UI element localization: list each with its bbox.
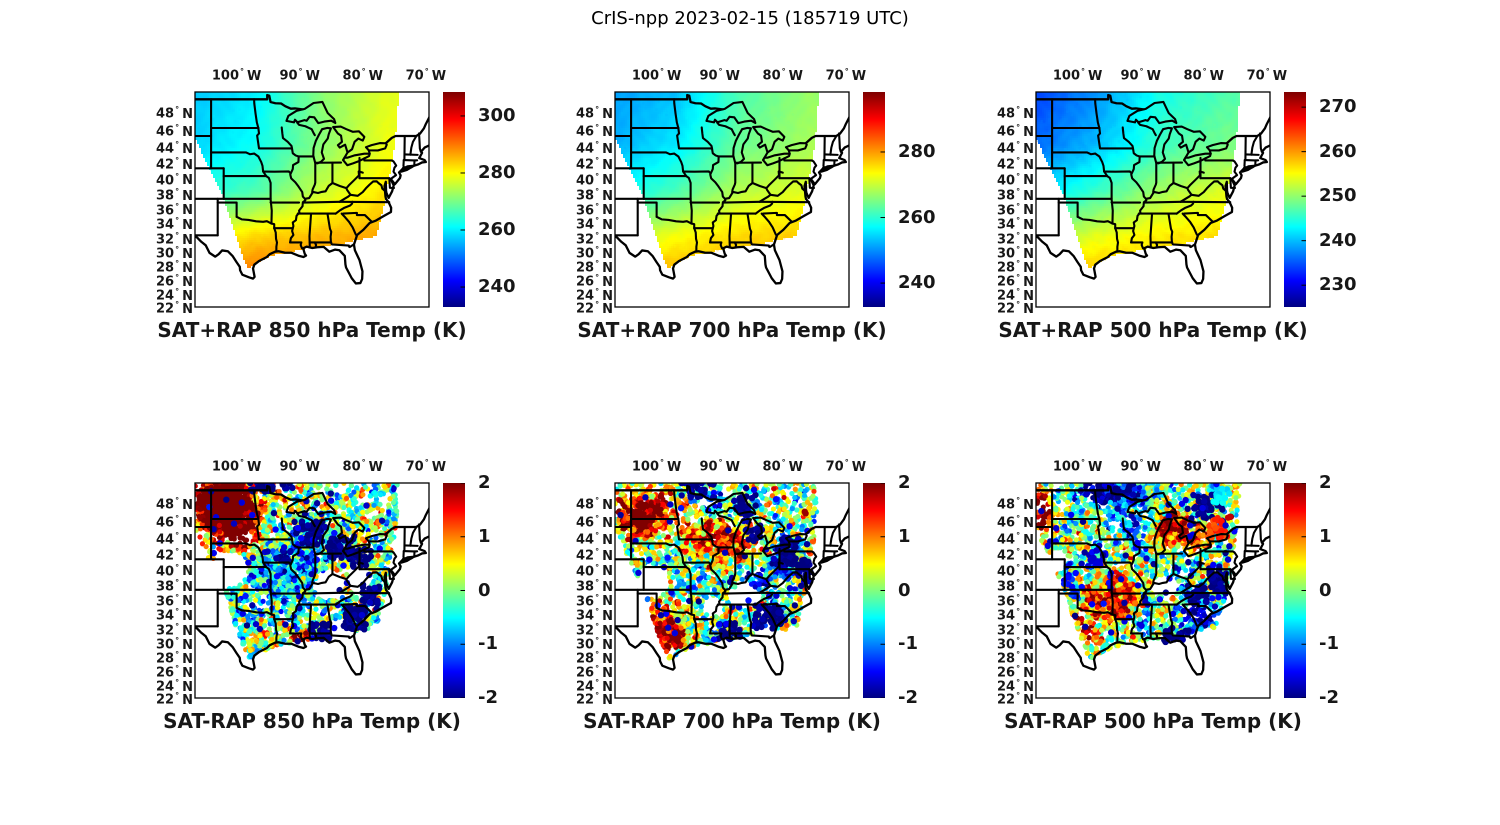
panel-sat-plus-rap-500: 48° N 46° N 44° N 42° N 40° N 38° N 36° N 34° N 32° N 30° N…	[976, 52, 1436, 352]
map-canvas-sat-minus-rap-700	[605, 473, 859, 708]
colorbar-tick-label: 240	[478, 276, 516, 298]
panel-sat-plus-rap-850: 48° N 46° N 44° N 42° N 40° N 38° N 36° N 34° N 32° N 30° N…	[135, 52, 595, 352]
colorbar-tick-label: 2	[898, 472, 911, 493]
colorbar-sat-minus-rap-500	[1284, 483, 1306, 698]
figure-title: CrIS-npp 2023-02-15 (185719 UTC)	[591, 8, 909, 29]
colorbar-tick-label: -1	[478, 633, 498, 655]
colorbar-tick-label: -2	[478, 687, 498, 708]
lon-tick-label: 70° W	[825, 67, 867, 84]
colorbar-tick-label: 240	[1319, 229, 1357, 251]
map-canvas-sat-plus-rap-700	[605, 82, 859, 317]
panel-title: SAT-RAP 500 hPa Temp (K)	[1004, 709, 1302, 733]
colorbar-sat-plus-rap-500	[1284, 92, 1306, 307]
lon-tick-label: 90° W	[1120, 458, 1161, 475]
map-canvas-sat-plus-rap-850	[185, 82, 439, 317]
colorbar-tick-label: -2	[1319, 687, 1339, 708]
colorbar-sat-minus-rap-850	[443, 483, 465, 698]
panel-sat-minus-rap-500: 48° N 46° N 44° N 42° N 40° N 38° N 36° N 34° N 32° N 30° N…	[976, 443, 1436, 743]
lon-tick-label: 80° W	[762, 458, 803, 475]
panel-title: SAT-RAP 850 hPa Temp (K)	[163, 709, 461, 733]
colorbar-tick-label: 2	[1319, 472, 1332, 493]
lon-tick-label: 70° W	[1246, 458, 1288, 475]
colorbar-tick-label: 280	[898, 140, 936, 162]
panel-title: SAT+RAP 500 hPa Temp (K)	[998, 318, 1308, 342]
colorbar-tick-label: 260	[898, 206, 936, 228]
lon-tick-label: 100° W	[211, 458, 262, 475]
lon-tick-label: 100° W	[631, 67, 682, 84]
panel-title: SAT+RAP 850 hPa Temp (K)	[157, 318, 467, 342]
colorbar-tick-label: 0	[898, 579, 911, 601]
panel-title: SAT-RAP 700 hPa Temp (K)	[583, 709, 881, 733]
colorbar-tick-label: 1	[898, 525, 911, 547]
lon-tick-label: 90° W	[279, 67, 320, 84]
lon-tick-label: 80° W	[1183, 67, 1224, 84]
lon-tick-label: 80° W	[762, 67, 803, 84]
lon-tick-label: 70° W	[1246, 67, 1288, 84]
lon-tick-label: 90° W	[1120, 67, 1161, 84]
lon-tick-label: 90° W	[699, 67, 740, 84]
colorbar-tick-label: 2	[478, 472, 491, 493]
map-canvas-sat-minus-rap-850	[185, 473, 439, 708]
colorbar-tick-label: 240	[898, 272, 936, 294]
lon-tick-label: 80° W	[342, 458, 383, 475]
panel-sat-plus-rap-700: 48° N 46° N 44° N 42° N 40° N 38° N 36° N 34° N 32° N 30° N…	[555, 52, 1015, 352]
panel-sat-minus-rap-700: 48° N 46° N 44° N 42° N 40° N 38° N 36° N 34° N 32° N 30° N…	[555, 443, 1015, 743]
colorbar-tick-label: 280	[478, 161, 516, 183]
colorbar-tick-label: 230	[1319, 274, 1357, 296]
colorbar-tick-label: 0	[478, 579, 491, 601]
colorbar-tick-label: -1	[1319, 633, 1339, 655]
colorbar-tick-label: -2	[898, 687, 918, 708]
colorbar-sat-minus-rap-700	[863, 483, 885, 698]
colorbar-tick-label: 1	[478, 525, 491, 547]
lon-tick-label: 100° W	[211, 67, 262, 84]
panel-sat-minus-rap-850: 48° N 46° N 44° N 42° N 40° N 38° N 36° N 34° N 32° N 30° N…	[135, 443, 595, 743]
colorbar-tick-label: 270	[1319, 96, 1357, 118]
lon-tick-label: 80° W	[342, 67, 383, 84]
lon-tick-label: 80° W	[1183, 458, 1224, 475]
colorbar-tick-label: 250	[1319, 185, 1357, 207]
colorbar-tick-label: 260	[1319, 140, 1357, 162]
lon-tick-label: 70° W	[825, 458, 867, 475]
map-canvas-sat-plus-rap-500	[1026, 82, 1280, 317]
colorbar-tick-label: 300	[478, 104, 516, 126]
map-canvas-sat-minus-rap-500	[1026, 473, 1280, 708]
lon-tick-label: 90° W	[699, 458, 740, 475]
lon-tick-label: 100° W	[1052, 67, 1103, 84]
lon-tick-label: 100° W	[1052, 458, 1103, 475]
colorbar-sat-plus-rap-700	[863, 92, 885, 307]
colorbar-tick-label: 1	[1319, 525, 1332, 547]
lon-tick-label: 100° W	[631, 458, 682, 475]
lon-tick-label: 90° W	[279, 458, 320, 475]
colorbar-tick-label: 0	[1319, 579, 1332, 601]
colorbar-tick-label: 260	[478, 219, 516, 240]
lon-tick-label: 70° W	[405, 67, 447, 84]
colorbar-tick-label: -1	[898, 633, 918, 655]
colorbar-sat-plus-rap-850	[443, 92, 465, 307]
panel-title: SAT+RAP 700 hPa Temp (K)	[577, 318, 887, 342]
lon-tick-label: 70° W	[405, 458, 447, 475]
